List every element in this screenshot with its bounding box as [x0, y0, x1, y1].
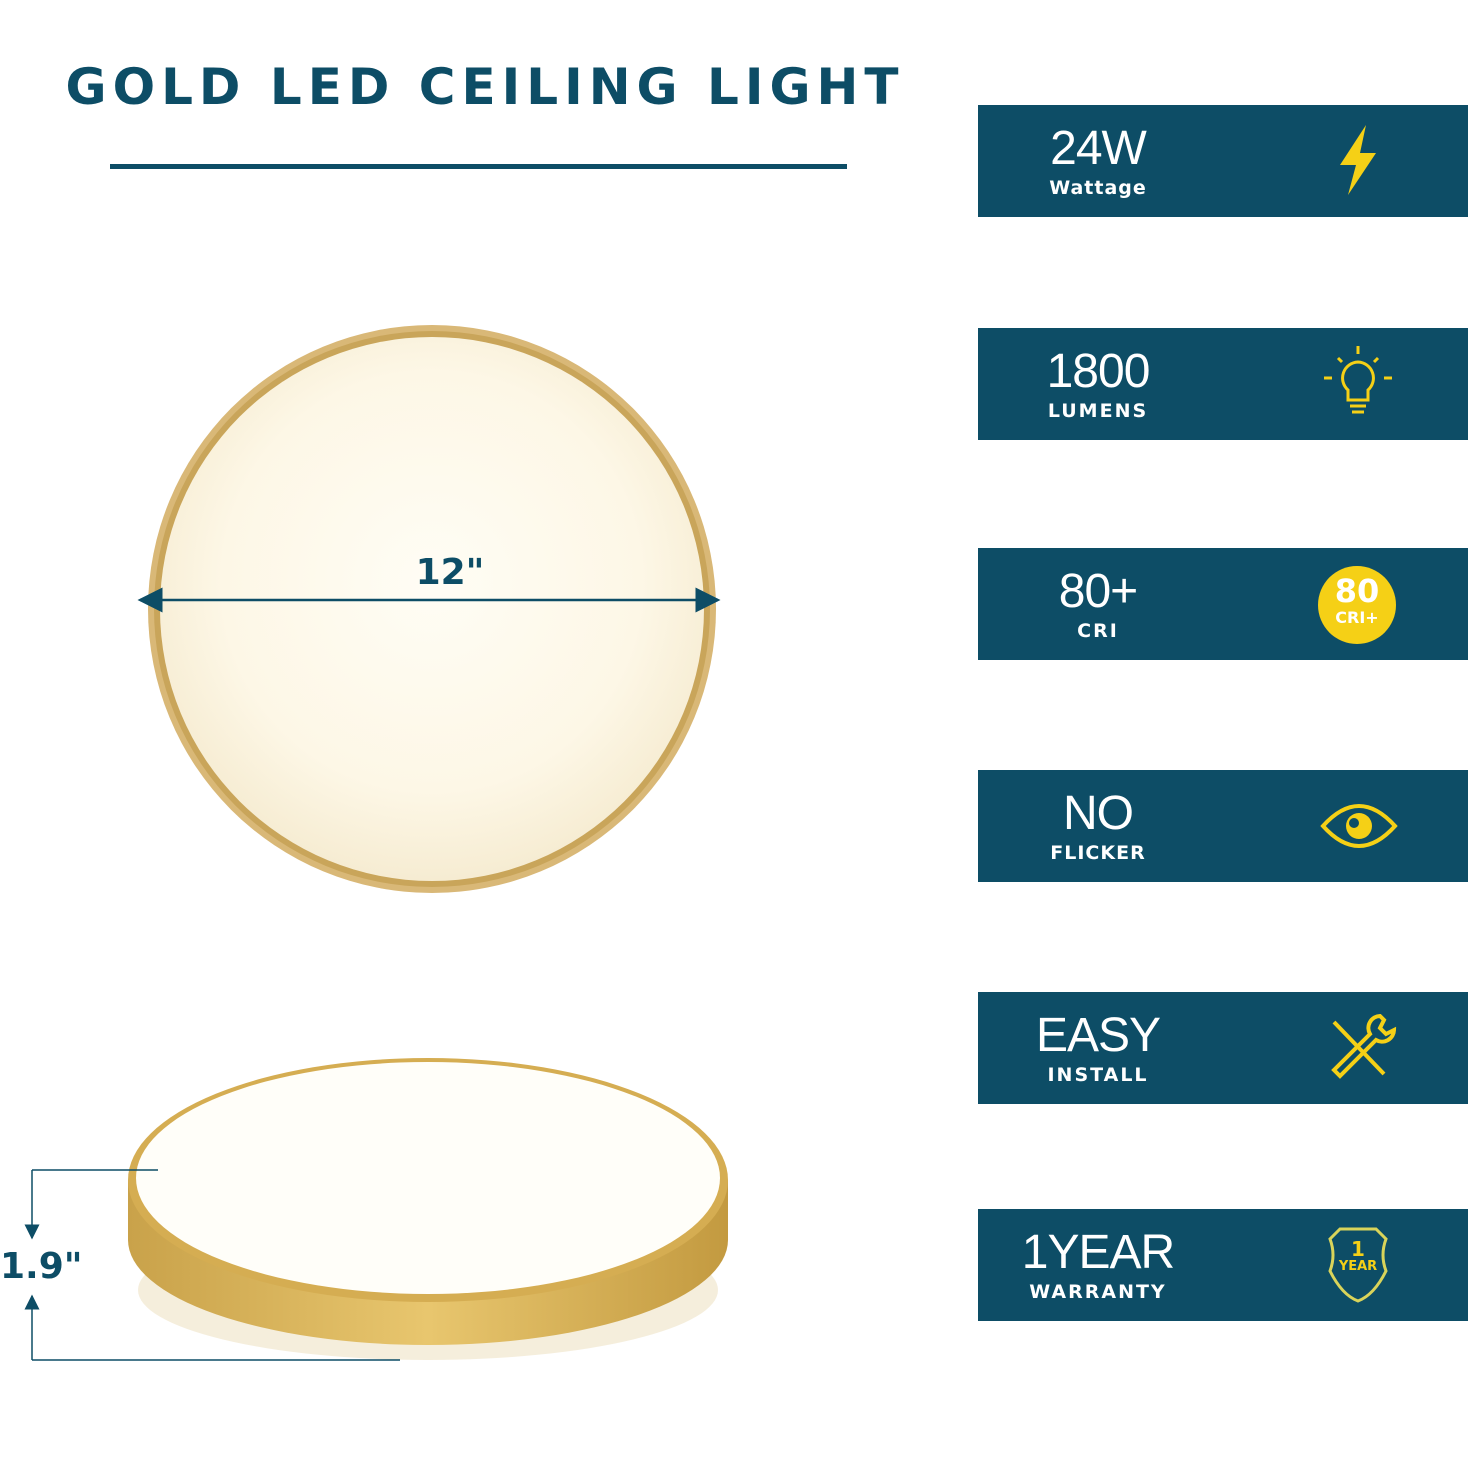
badge-text: CRI+ — [1335, 608, 1379, 627]
badge-text: YEAR — [1338, 1259, 1378, 1274]
feature-easy-install: EASY INSTALL — [978, 992, 1468, 1104]
feature-label: WARRANTY — [1029, 1281, 1167, 1303]
feature-label: LUMENS — [1047, 400, 1149, 422]
feature-wattage: 24W Wattage — [978, 105, 1468, 217]
feature-label: FLICKER — [1050, 842, 1146, 864]
badge-number: 80 — [1334, 572, 1380, 610]
warranty-badge-text: 1 YEAR — [1318, 1239, 1398, 1274]
lightning-bolt-icon — [1340, 125, 1376, 195]
badge-number: 1 — [1351, 1237, 1365, 1261]
page-title: GOLD LED CEILING LIGHT — [65, 58, 905, 116]
height-label: 1.9" — [0, 1246, 83, 1287]
diameter-label: 12" — [415, 552, 485, 593]
feature-label: INSTALL — [1047, 1064, 1149, 1086]
shield-icon — [1328, 1227, 1388, 1303]
feature-value: 24W — [1050, 122, 1147, 175]
light-bulb-icon — [1324, 346, 1392, 414]
feature-value: 1800 — [1046, 345, 1151, 398]
top-view-light — [137, 325, 721, 893]
feature-lumens: 1800 LUMENS — [978, 328, 1468, 440]
feature-label: CRI — [1077, 620, 1119, 642]
eye-icon — [1320, 804, 1398, 848]
side-view-light — [128, 1058, 728, 1360]
feature-label: Wattage — [1049, 177, 1147, 199]
cri-badge-icon: 80 CRI+ — [1318, 566, 1396, 644]
title-underline — [110, 164, 847, 169]
height-dimension — [24, 1169, 400, 1361]
feature-value: 80+ — [1058, 565, 1138, 618]
feature-no-flicker: NO FLICKER — [978, 770, 1468, 882]
feature-value: 1YEAR — [1021, 1226, 1175, 1279]
product-illustration — [24, 325, 728, 1361]
feature-cri: 80+ CRI 80 CRI+ — [978, 548, 1468, 660]
feature-value: EASY — [1035, 1009, 1161, 1062]
feature-warranty: 1YEAR WARRANTY 1 YEAR — [978, 1209, 1468, 1321]
feature-value: NO — [1063, 787, 1134, 840]
tools-icon — [1331, 1013, 1397, 1079]
